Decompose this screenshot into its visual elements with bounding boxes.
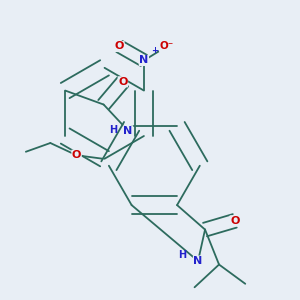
Text: N: N [194, 256, 203, 266]
Text: N: N [139, 56, 148, 65]
Text: O: O [115, 41, 124, 52]
Text: O: O [230, 216, 239, 226]
Text: H: H [178, 250, 186, 260]
Text: O: O [72, 150, 81, 160]
Text: O⁻: O⁻ [160, 41, 174, 52]
Text: N: N [124, 126, 133, 136]
Text: H: H [109, 124, 117, 134]
Text: +: + [151, 46, 158, 56]
Text: O: O [118, 77, 128, 87]
